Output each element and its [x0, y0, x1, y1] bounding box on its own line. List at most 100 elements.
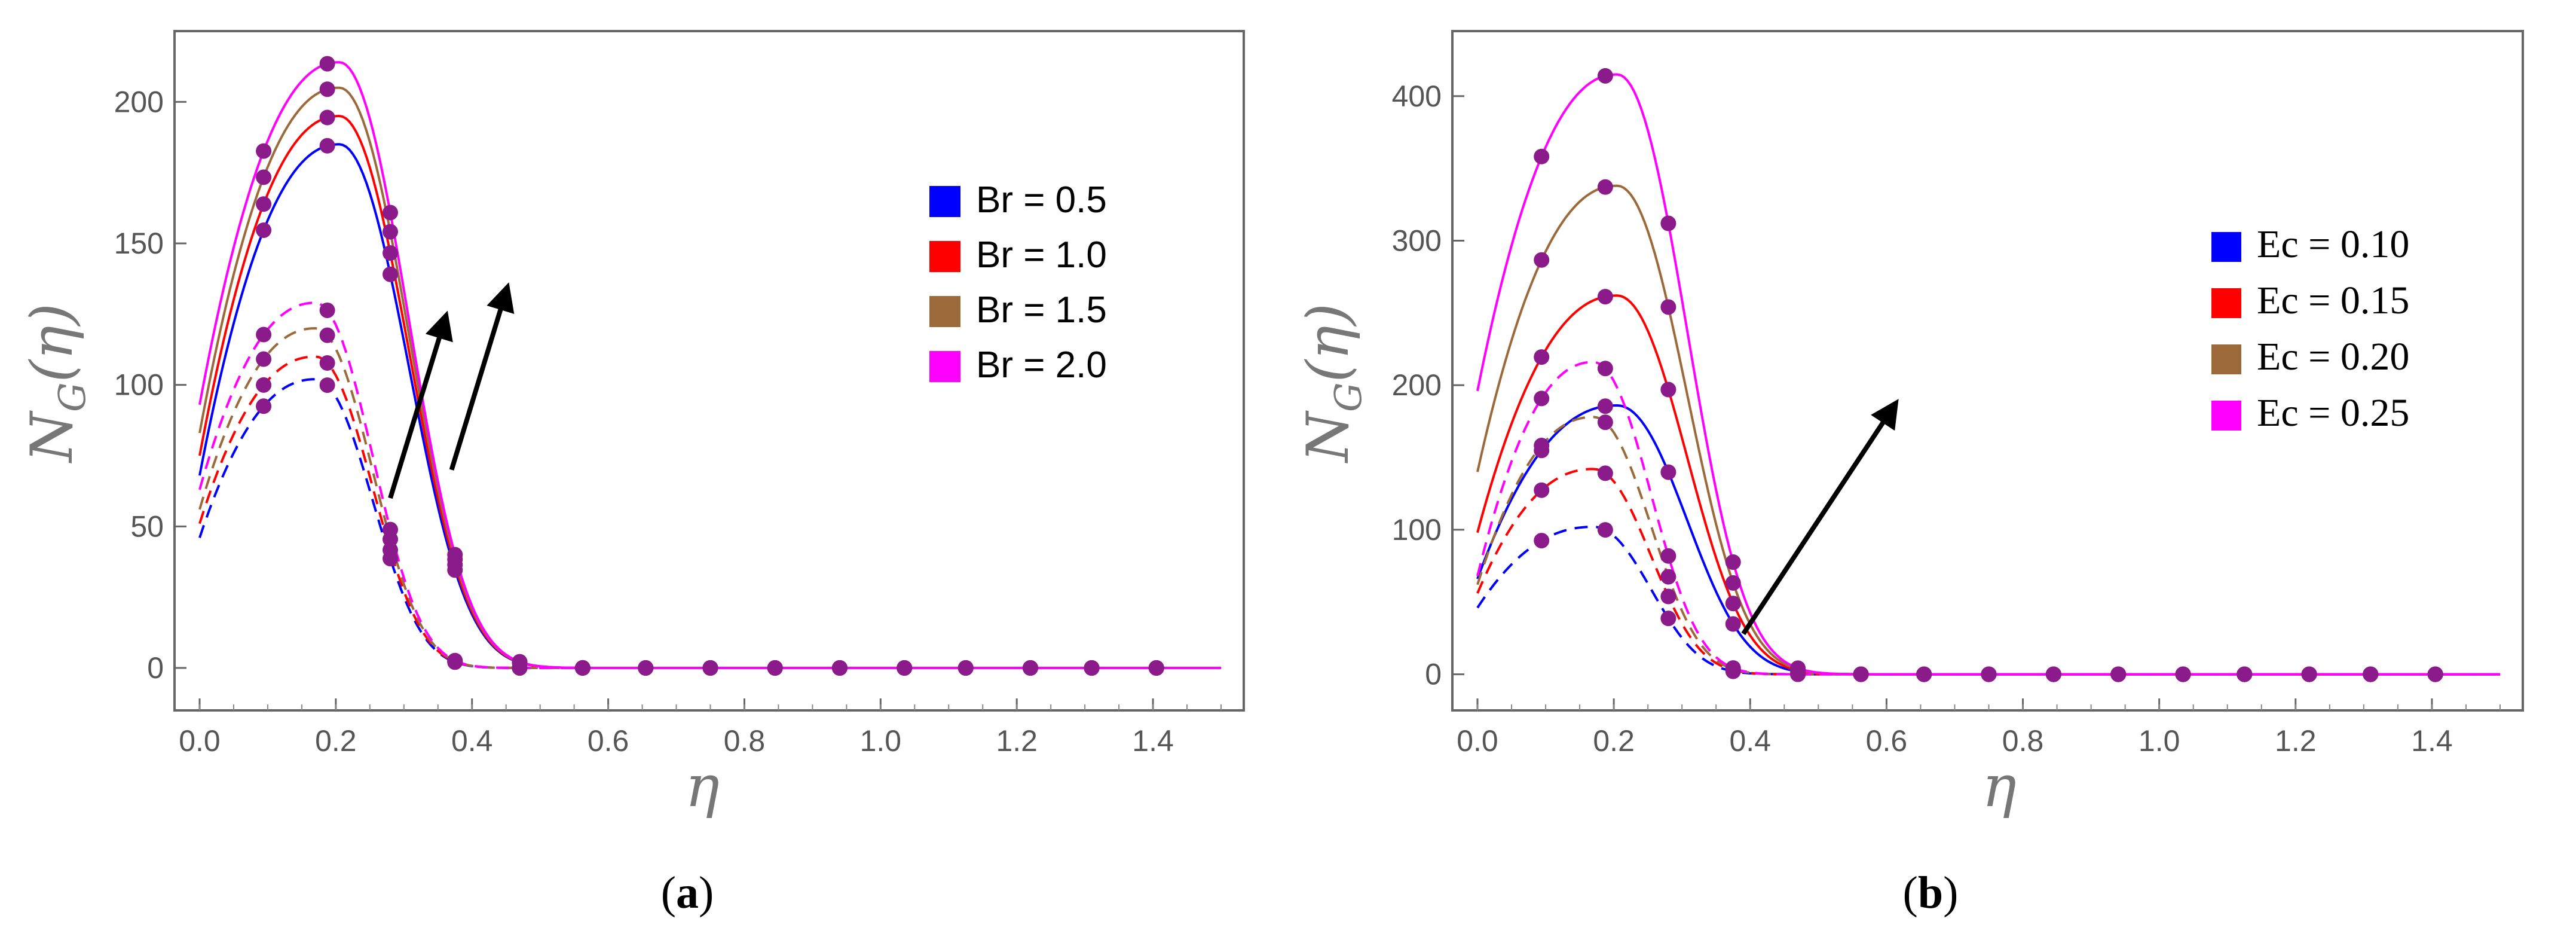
- data-point-marker: [1725, 660, 1741, 676]
- data-point-marker: [1534, 390, 1550, 407]
- arrows-group-a: [388, 282, 515, 499]
- data-point-marker: [256, 169, 272, 185]
- series-line-solid-1: [198, 143, 1221, 669]
- y-tick-label: 200: [1392, 368, 1442, 402]
- data-point-marker: [319, 377, 335, 393]
- data-point-marker: [1790, 666, 1806, 682]
- y-axis-label-sub-b: G: [1326, 382, 1370, 412]
- data-point-marker: [1534, 482, 1550, 498]
- x-tick-label: 1.2: [2275, 724, 2317, 758]
- y-tick-label: 400: [1392, 80, 1442, 113]
- legend-label: Br = 2.0: [976, 344, 1107, 386]
- x-tick-label: 0.8: [2002, 724, 2044, 758]
- data-point-marker: [1534, 438, 1550, 454]
- caption-a: (a): [661, 868, 714, 918]
- x-axis-label-a: η: [685, 753, 720, 820]
- legend-b: Ec = 0.10 Ec = 0.15 Ec = 0.20 Ec = 0.25: [2211, 222, 2409, 435]
- data-point-marker: [256, 377, 272, 393]
- data-point-marker: [447, 547, 463, 563]
- x-tick-label: 0.6: [588, 724, 629, 758]
- series-line-dashed-1: [1476, 525, 2500, 676]
- y-axis-label-main-b: N: [1295, 410, 1362, 463]
- y-ticks-a: 0 50 100 150 200: [114, 85, 186, 685]
- legend-label: Ec = 0.10: [2257, 222, 2409, 266]
- data-point-marker: [1725, 575, 1741, 591]
- data-point-marker: [1660, 382, 1676, 398]
- data-point-marker: [1597, 179, 1613, 195]
- data-point-marker: [319, 355, 335, 371]
- data-point-marker: [2363, 666, 2379, 682]
- legend-swatch: [2211, 232, 2241, 262]
- data-point-marker: [1084, 660, 1100, 676]
- legend-swatch: [929, 241, 960, 272]
- x-tick-label: 1.4: [2411, 724, 2453, 758]
- x-tick-label: 0.6: [1866, 724, 1908, 758]
- y-tick-label: 0: [1425, 658, 1442, 691]
- x-tick-label: 1.0: [860, 724, 902, 758]
- data-point-marker: [512, 660, 528, 676]
- series-line-dashed-2: [198, 355, 1221, 669]
- x-ticks-b: 0.0 0.2 0.4 0.6 0.8 1.0 1.2 1.4: [1457, 698, 2501, 758]
- trend-arrow: [449, 282, 515, 471]
- data-point-marker: [702, 660, 718, 676]
- data-point-marker: [1660, 611, 1676, 627]
- legend-label: Ec = 0.15: [2257, 279, 2409, 322]
- trend-arrow: [388, 310, 453, 499]
- data-point-marker: [1597, 398, 1613, 414]
- markers-group-a: [256, 56, 1164, 676]
- y-tick-label: 100: [114, 368, 164, 402]
- x-tick-label: 0.8: [724, 724, 766, 758]
- y-tick-label: 200: [114, 85, 164, 118]
- series-line-dashed-3: [1476, 416, 2500, 676]
- data-point-marker: [1660, 464, 1676, 480]
- data-point-marker: [1725, 596, 1741, 612]
- data-point-marker: [256, 398, 272, 414]
- data-point-marker: [319, 109, 335, 126]
- data-point-marker: [383, 205, 399, 221]
- series-line-dashed-2: [1476, 468, 2500, 676]
- x-ticks-a: 0.0 0.2 0.4 0.6 0.8 1.0 1.2 1.4: [179, 698, 1222, 758]
- data-point-marker: [1148, 660, 1164, 676]
- y-tick-label: 50: [130, 509, 164, 543]
- data-point-marker: [383, 266, 399, 282]
- y-tick-label: 100: [1392, 513, 1442, 547]
- x-tick-label: 0.4: [1730, 724, 1772, 758]
- data-point-marker: [1725, 616, 1741, 632]
- data-point-marker: [831, 660, 848, 676]
- data-point-marker: [256, 326, 272, 343]
- chart-panel-a: 0.0 0.2 0.4 0.6 0.8 1.0 1.2 1.4 0 50 100 150 200 Br…: [19, 30, 1245, 918]
- data-point-marker: [897, 660, 913, 676]
- data-point-marker: [1916, 666, 1932, 682]
- x-tick-label: 1.4: [1132, 724, 1174, 758]
- data-point-marker: [383, 521, 399, 538]
- data-point-marker: [1725, 554, 1741, 570]
- data-point-marker: [1534, 148, 1550, 164]
- data-point-marker: [256, 222, 272, 238]
- data-point-marker: [1660, 569, 1676, 585]
- legend-label: Ec = 0.25: [2257, 391, 2409, 435]
- data-point-marker: [2301, 666, 2317, 682]
- legend-swatch: [929, 296, 960, 327]
- data-point-marker: [1597, 465, 1613, 481]
- y-axis-label-arg-a: (η): [19, 303, 85, 382]
- legend-swatch: [929, 186, 960, 217]
- data-point-marker: [319, 302, 335, 318]
- x-tick-label: 0.0: [179, 724, 221, 758]
- x-tick-label: 0.2: [315, 724, 357, 758]
- data-point-marker: [574, 660, 591, 676]
- y-axis-label-b: NG(η): [1295, 303, 1370, 463]
- data-point-marker: [1597, 289, 1613, 305]
- series-line-dashed-1: [198, 378, 1221, 669]
- y-axis-label-a: NG(η): [19, 303, 94, 463]
- caption-b: (b): [1903, 868, 1959, 918]
- data-point-marker: [2045, 666, 2061, 682]
- legend-label: Br = 1.0: [976, 234, 1107, 276]
- x-tick-label: 0.2: [1593, 724, 1635, 758]
- legend-label: Br = 0.5: [976, 179, 1107, 221]
- data-point-marker: [319, 327, 335, 343]
- y-axis-label-main-a: N: [19, 410, 85, 463]
- plot-frame-b: [1451, 30, 2524, 712]
- svg-text:NG(η): NG(η): [1295, 303, 1370, 463]
- data-point-marker: [1022, 660, 1038, 676]
- trend-arrow: [1741, 399, 1899, 636]
